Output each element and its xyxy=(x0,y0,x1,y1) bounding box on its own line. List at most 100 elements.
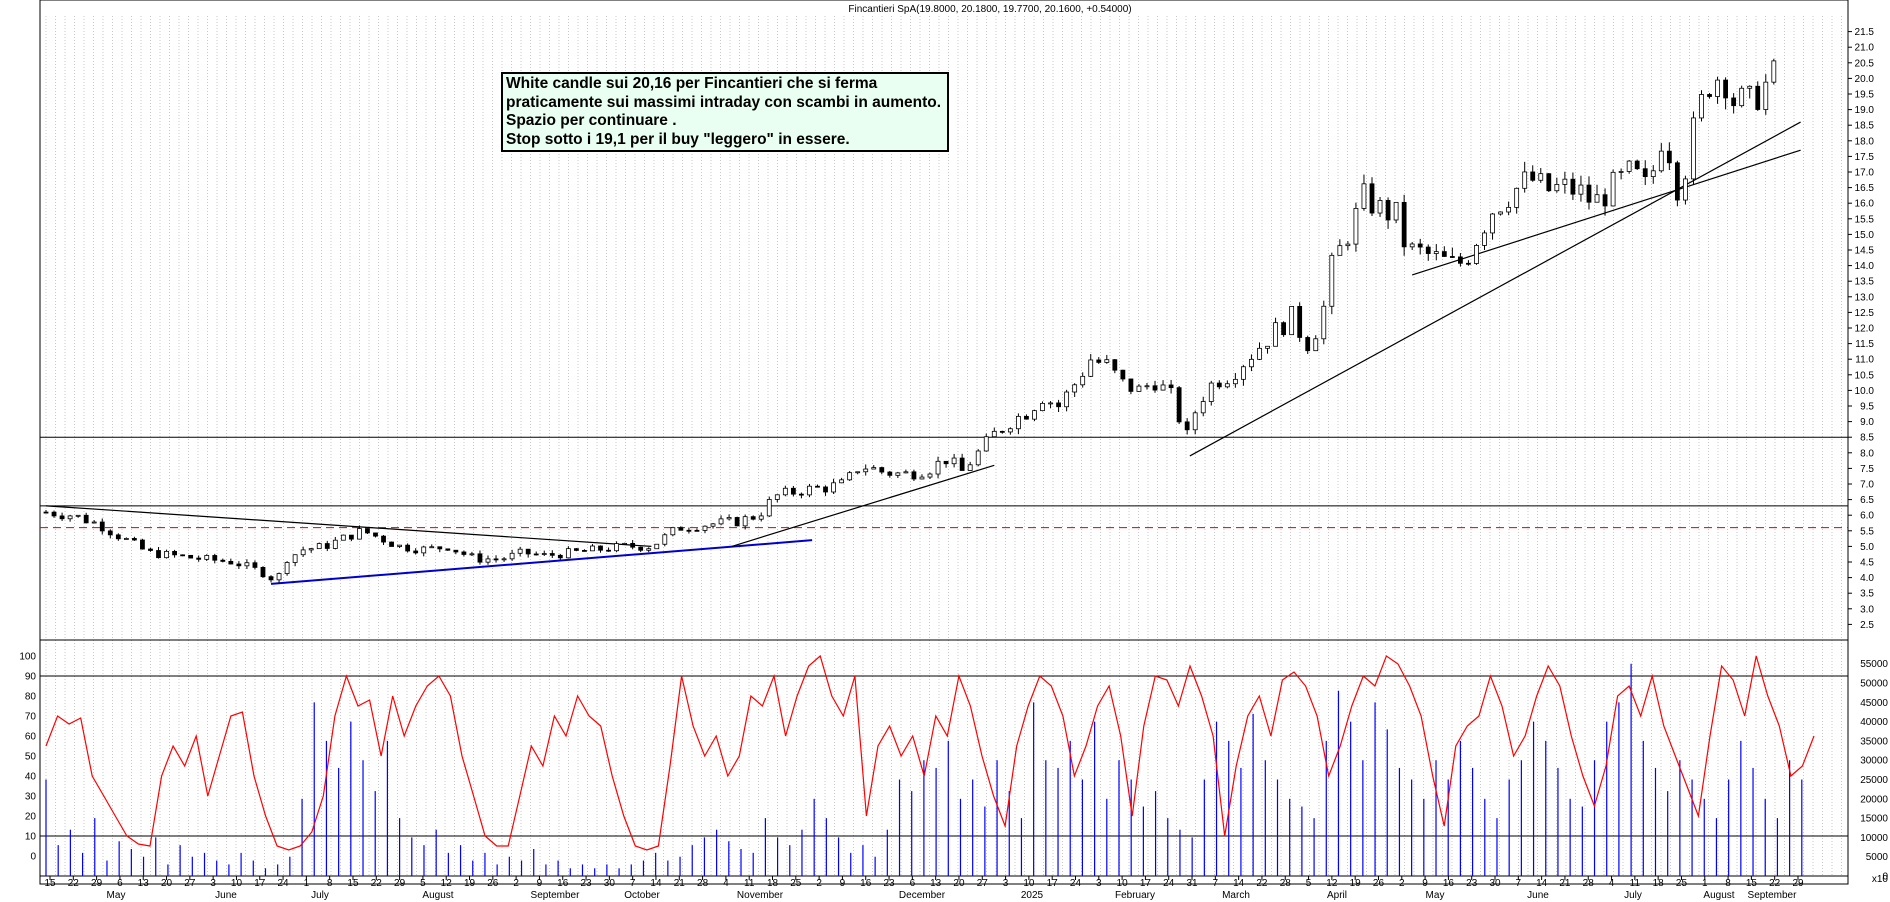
candle-body xyxy=(622,542,628,545)
x-tick-day-label: 12 xyxy=(1326,878,1338,889)
x-tick-day-label: 30 xyxy=(604,878,616,889)
y-tick-label: 3.0 xyxy=(1860,604,1874,615)
y-tick-label: 7.5 xyxy=(1860,464,1874,475)
candle-body xyxy=(1683,178,1688,201)
x-tick-day-label: 30 xyxy=(1489,878,1501,889)
y-tick-label: 12.5 xyxy=(1855,308,1875,319)
candle-body xyxy=(517,548,523,554)
x-tick-day-label: 7 xyxy=(630,878,636,889)
candle-body xyxy=(1377,200,1383,214)
x-tick-day-label: 15 xyxy=(347,878,359,889)
x-tick-day-label: 28 xyxy=(1583,878,1595,889)
x-axis-month-label: December xyxy=(899,890,946,901)
x-tick-day-label: 7 xyxy=(1516,878,1522,889)
x-axis-month-label: November xyxy=(737,890,784,901)
candle-body xyxy=(1715,79,1720,97)
x-tick-day-label: 13 xyxy=(930,878,942,889)
y-axis-ticks: 2.5 3.0 3.5 4.0 4.5 5.0 5.5 6.0 6.5 7.0 7.5 8.0 8.5 9… xyxy=(19,27,1888,885)
candle-body xyxy=(1080,375,1086,386)
candle-body xyxy=(1337,245,1343,256)
candle-body xyxy=(1208,382,1214,402)
x-axis-month-label: April xyxy=(1327,890,1347,901)
x-tick-day-label: 22 xyxy=(1256,878,1268,889)
candle-body xyxy=(1104,359,1110,363)
candle-body xyxy=(1626,160,1632,172)
y-tick-label: 13.5 xyxy=(1855,277,1875,288)
oscillator-tick-label: 0 xyxy=(30,852,36,863)
candle-body xyxy=(188,554,194,559)
y-tick-label: 19.5 xyxy=(1855,90,1875,101)
x-tick-day-label: 25 xyxy=(790,878,802,889)
candle-body xyxy=(220,559,226,562)
candle-body xyxy=(815,485,820,488)
candle-body xyxy=(1024,415,1029,420)
x-axis-month-label: May xyxy=(107,890,126,901)
candle-body xyxy=(1570,178,1576,195)
y-tick-label: 12.0 xyxy=(1855,324,1875,335)
candle-body xyxy=(662,534,668,545)
candle-body xyxy=(244,562,250,567)
y-tick-label: 5.0 xyxy=(1860,542,1874,553)
trend-lines xyxy=(45,121,1801,585)
candle-body xyxy=(1369,183,1375,214)
annotation-line: praticamente sui massimi intraday con sc… xyxy=(506,93,941,111)
candle-body xyxy=(1385,200,1391,221)
candle-body xyxy=(59,515,65,520)
x-tick-day-label: 23 xyxy=(580,878,592,889)
candle-body xyxy=(1184,421,1190,431)
candle-body xyxy=(148,548,153,551)
x-axis-month-label: July xyxy=(1624,890,1642,901)
x-axis-month-label: July xyxy=(311,890,329,901)
x-tick-day-label: 9 xyxy=(1422,878,1428,889)
candle-body xyxy=(1474,245,1479,264)
candle-body xyxy=(847,472,853,481)
candle-body xyxy=(742,516,748,527)
candle-body xyxy=(1007,428,1013,433)
y-tick-label: 11.0 xyxy=(1855,355,1874,366)
candle-body xyxy=(678,527,684,531)
candle-body xyxy=(461,551,467,555)
annotation-line: Spazio per continuare . xyxy=(506,112,677,129)
candle-body xyxy=(1224,383,1230,388)
candle-body xyxy=(1249,358,1254,368)
candle-body xyxy=(799,493,804,496)
candle-body xyxy=(1289,305,1295,336)
candle-body xyxy=(1040,402,1045,412)
trend-line xyxy=(1411,149,1801,276)
candle-body xyxy=(766,499,772,517)
frame-border xyxy=(39,0,1849,885)
candle-body xyxy=(1771,60,1777,83)
oscillator-tick-label: 70 xyxy=(25,712,37,723)
candle-body xyxy=(252,562,258,568)
x-axis-month-label: October xyxy=(624,890,660,901)
x-tick-day-label: 21 xyxy=(674,878,686,889)
candle-body xyxy=(1281,322,1286,336)
candle-body xyxy=(1618,171,1624,173)
y-tick-label: 2.5 xyxy=(1860,620,1874,631)
candle-body xyxy=(959,457,965,471)
candle-body xyxy=(196,557,202,560)
candle-body xyxy=(332,539,338,549)
volume-tick-label: 0 xyxy=(1882,872,1888,883)
trend-line xyxy=(45,505,652,547)
candle-body xyxy=(630,542,636,548)
candle-body xyxy=(1691,117,1696,180)
x-axis-ticks: 15 22 29 6 13 20 27 3 10 17 24 1 8 15 22 29 5 12 19 26 2 9 16 2… xyxy=(44,876,1804,901)
candle-body xyxy=(983,436,989,452)
x-tick-day-label: 8 xyxy=(1725,878,1731,889)
y-tick-label: 11.5 xyxy=(1855,339,1874,350)
candle-body xyxy=(381,535,386,543)
candle-body xyxy=(574,548,579,551)
candle-body xyxy=(1056,402,1061,408)
x-tick-day-label: 15 xyxy=(44,878,56,889)
candle-body xyxy=(1554,184,1560,192)
candle-body xyxy=(1602,194,1608,207)
y-tick-label: 20.0 xyxy=(1855,74,1875,85)
candle-body xyxy=(123,538,129,540)
candle-body xyxy=(943,460,949,465)
candle-body xyxy=(493,558,499,561)
candle-body xyxy=(1666,150,1672,164)
candle-body xyxy=(276,573,282,581)
x-tick-day-label: 11 xyxy=(744,878,755,889)
candle-body xyxy=(1658,150,1664,172)
